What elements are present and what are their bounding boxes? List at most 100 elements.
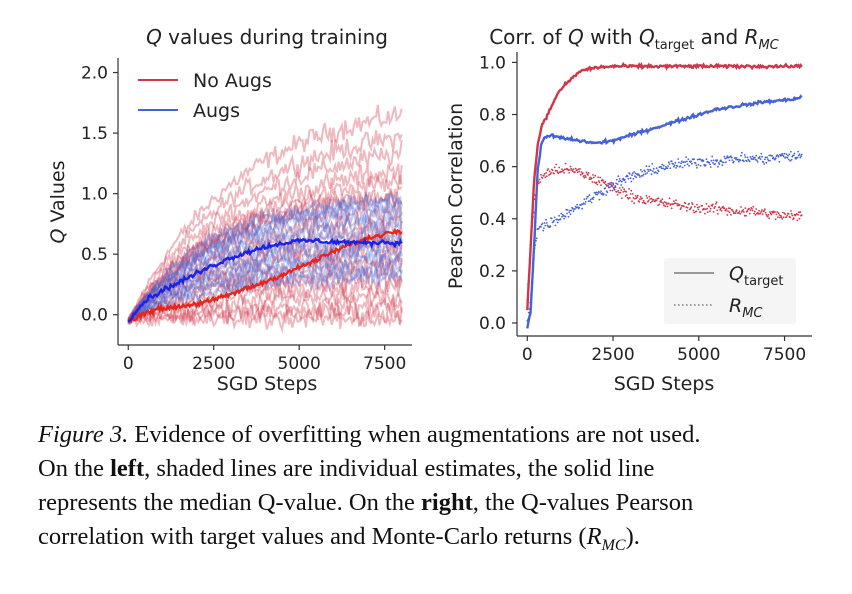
right-chart-title: Corr. of Q with Qtarget and RMC <box>489 25 779 53</box>
rmc-point <box>658 203 661 206</box>
caption-line-1: Figure 3. Evidence of overfitting when a… <box>38 421 701 448</box>
no-augs-run-line <box>127 140 403 323</box>
rmc-point <box>687 158 690 161</box>
rmc-point <box>727 207 730 210</box>
rmc-point <box>545 218 547 221</box>
rmc-point <box>572 210 575 213</box>
rmc-point <box>684 202 687 205</box>
rmc-point <box>576 203 578 206</box>
augs-run-line <box>127 190 403 321</box>
rmc-point <box>673 164 676 167</box>
rmc-point <box>630 189 633 192</box>
rmc-point <box>683 164 686 167</box>
left-y-tick-label: 2.0 <box>81 64 108 84</box>
rmc-point <box>647 168 649 171</box>
rmc-point <box>622 191 625 193</box>
rmc-point <box>759 158 762 161</box>
rmc-point <box>753 156 756 159</box>
rmc-point <box>670 160 673 163</box>
rmc-point <box>528 259 531 261</box>
rmc-point <box>675 202 678 205</box>
rmc-point <box>639 169 642 171</box>
rmc-point <box>686 206 689 209</box>
legend-augs-label: Augs <box>193 100 240 122</box>
rmc-point <box>718 206 721 209</box>
rmc-point <box>650 197 653 200</box>
rmc-point <box>662 167 664 170</box>
rmc-point <box>527 318 529 321</box>
rmc-point <box>787 213 790 215</box>
rmc-point <box>774 158 776 161</box>
rmc-point <box>600 184 602 187</box>
right-y-tick-label: 1.0 <box>479 53 506 73</box>
rmc-point <box>589 176 591 179</box>
rmc-point <box>621 197 623 200</box>
rmc-point <box>677 203 680 206</box>
rmc-point <box>646 172 649 174</box>
rmc-point <box>657 170 660 173</box>
left-x-tick-label: 0 <box>123 354 134 374</box>
rmc-point <box>652 167 655 170</box>
rmc-point <box>618 187 621 189</box>
rmc-point <box>696 158 699 161</box>
rmc-point <box>652 170 654 173</box>
rmc-point <box>634 175 636 178</box>
rmc-point <box>543 174 545 177</box>
rmc-point <box>710 159 713 162</box>
rmc-point <box>526 298 529 301</box>
rmc-point <box>537 227 540 230</box>
rmc-point <box>730 213 732 216</box>
rmc-point <box>646 197 649 199</box>
rmc-point <box>778 214 781 216</box>
rmc-point <box>756 161 759 163</box>
rmc-point <box>699 158 701 161</box>
rmc-point <box>634 195 637 197</box>
rmc-point <box>644 202 647 205</box>
rmc-point <box>583 176 586 179</box>
rmc-point <box>621 180 623 183</box>
left-y-ticks: 0.0 0.5 1.0 1.5 2.0 <box>81 64 118 326</box>
rmc-point <box>713 207 716 210</box>
rmc-point <box>631 174 633 177</box>
rmc-point <box>748 160 751 163</box>
left-x-tick-label: 7500 <box>363 354 406 374</box>
rmc-point <box>796 219 799 222</box>
rmc-point <box>541 177 544 179</box>
left-x-tick-label: 5000 <box>278 354 321 374</box>
rmc-point <box>540 173 542 176</box>
rmc-point <box>791 214 794 217</box>
rmc-point <box>774 157 777 160</box>
rmc-point <box>582 175 585 178</box>
rmc-point <box>740 154 742 157</box>
rmc-point <box>704 208 707 211</box>
rmc-point <box>578 170 581 173</box>
rmc-point <box>535 194 537 197</box>
rmc-point <box>800 153 803 156</box>
rmc-point <box>735 158 737 161</box>
rmc-point <box>660 167 663 170</box>
rmc-point <box>767 213 770 216</box>
rmc-point <box>554 224 557 227</box>
rmc-point <box>545 222 548 224</box>
rmc-point <box>734 157 737 159</box>
rmc-point <box>761 209 763 211</box>
rmc-point <box>727 210 729 212</box>
caption-line-3: represents the median Q-value. On the ri… <box>38 489 694 516</box>
rmc-point <box>727 156 730 159</box>
figure-caption: Figure 3. Evidence of overfitting when a… <box>38 418 838 563</box>
rmc-point <box>594 192 597 194</box>
rmc-point <box>655 167 658 170</box>
rmc-point <box>749 209 752 212</box>
rmc-point <box>550 217 553 220</box>
rmc-point <box>706 211 709 214</box>
rmc-point <box>709 166 712 168</box>
caption-figure-label: Figure 3. <box>38 421 129 448</box>
rmc-point <box>596 183 599 186</box>
rmc-point <box>785 216 788 219</box>
rmc-point <box>717 165 719 168</box>
rmc-point <box>704 212 706 215</box>
left-y-tick-label: 1.0 <box>81 185 108 205</box>
rmc-point <box>604 180 607 183</box>
rmc-point <box>571 170 574 173</box>
rmc-point <box>575 206 578 209</box>
